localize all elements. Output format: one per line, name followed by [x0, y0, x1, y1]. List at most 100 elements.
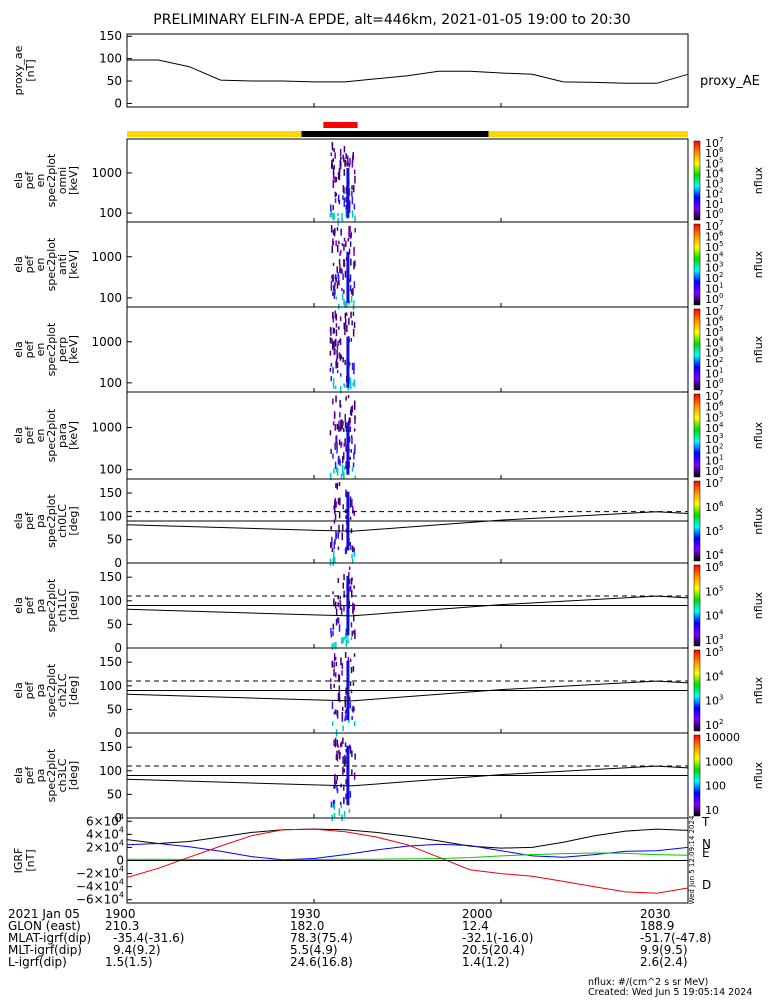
spectrogram-pixel [334, 737, 337, 746]
colorbar-tick-base: 10 [705, 378, 719, 391]
y-tick-label: 0 [114, 811, 122, 825]
spectrogram-pixel [353, 653, 356, 657]
spectrogram-speckles [330, 566, 356, 650]
colorbar-tick-base: 10 [705, 433, 719, 446]
colorbar-strip [693, 140, 701, 221]
spectrogram-pixel [349, 409, 352, 415]
spectrogram-pixel [343, 605, 345, 612]
colorbar-tick-base: 10 [705, 230, 719, 243]
spectrogram-pixel [342, 582, 344, 589]
spectrogram-pixel [353, 169, 356, 175]
colorbar-tick-base: 10 [705, 610, 719, 623]
colorbar-tick-exponent: 5 [719, 156, 723, 164]
spectrogram-pixel [339, 264, 341, 272]
spectrogram-pixel [332, 630, 334, 636]
spectrogram-pixel [331, 721, 334, 726]
colorbar-tick-base: 10 [705, 465, 719, 478]
colorbar-tick-exponent: 2 [719, 356, 723, 364]
colorbar-tick-exponent: 0 [719, 464, 723, 472]
spectrogram-pixel [336, 617, 339, 623]
spectrogram-pixel [335, 780, 338, 785]
spectrogram-pixel [334, 774, 336, 781]
y-tick-label: 0 [114, 641, 122, 655]
footer-row-label: MLT-igrf(dip) [8, 943, 82, 957]
colorbar-tick-exponent: 4 [719, 421, 724, 429]
spectrogram-pixel [344, 413, 346, 422]
spectrogram-pixel [346, 634, 348, 639]
spectrogram-pixel [349, 542, 351, 546]
y-axis-label: pef [23, 171, 36, 190]
colorbar-tick-exponent: 5 [719, 645, 723, 653]
spectrogram-pixel [336, 266, 338, 273]
spectrogram-pixel [330, 542, 332, 549]
y-axis-label: spec2plot [45, 322, 58, 376]
y-tick-label: 100 [99, 206, 122, 220]
y-tick-label: 1000 [91, 166, 122, 180]
colorbar-tick-label: 10000 [705, 731, 740, 744]
footer-value: 188.9 [640, 919, 675, 933]
spectrogram-pixel [341, 741, 343, 747]
spectrogram-pixel [343, 574, 345, 581]
spectrogram-pixel [342, 706, 344, 711]
colorbar-tick-exponent: 2 [719, 187, 723, 195]
spectrogram-pixel [343, 443, 345, 447]
spectrogram-pixel [344, 270, 347, 278]
spectrogram-pixel [350, 689, 353, 694]
spectrogram-pixel [349, 496, 352, 502]
colorbar-tick-base: 10 [705, 147, 719, 160]
spectrogram-pixel [339, 801, 342, 805]
spectrogram-pixel [333, 284, 336, 289]
spectrogram-pixel [329, 337, 332, 344]
colorbar-tick-label: 102 [705, 443, 723, 457]
colorbar-tick-base: 10 [705, 368, 719, 381]
spectrogram-pixel [353, 428, 356, 432]
spectrogram-pixel [354, 260, 356, 267]
spectrogram-pixel [345, 196, 347, 203]
spectrogram-pixel [333, 739, 335, 747]
spectrogram-pixel [342, 273, 344, 280]
y-tick-label: 0 [114, 556, 122, 570]
y-axis-label: [keV] [67, 335, 80, 364]
spectrogram-core [346, 251, 350, 303]
colorbar-tick-exponent: 3 [719, 346, 723, 354]
series-line-D [126, 828, 689, 894]
spectrogram-pixel [334, 513, 337, 520]
spectrogram-pixel [352, 462, 355, 468]
spectrogram-pixel [340, 373, 342, 377]
spectrogram-pixel [353, 603, 355, 610]
footer-value: 182.0 [290, 919, 325, 933]
colorbar-tick-label: 107 [705, 304, 723, 318]
spectrogram-pixel [352, 558, 354, 564]
colorbar-tick-base: 10 [705, 454, 719, 467]
spectrogram-pixel [345, 779, 347, 785]
y-axis-label: en [34, 174, 47, 188]
colorbar-tick-base: 10000 [705, 731, 740, 744]
spectrogram-pixel [348, 808, 351, 813]
colorbar-tick-label: 104 [705, 166, 724, 180]
colorbar-tick-base: 10 [705, 220, 719, 233]
colorbar-tick-label: 105 [705, 240, 723, 254]
spectrogram-pixel [344, 509, 347, 514]
spectrogram-pixel [336, 227, 339, 231]
spectrogram-pixel [348, 205, 351, 213]
colorbar-tick-base: 10 [705, 188, 719, 201]
spectrogram-pixel [339, 166, 342, 170]
colorbar-tick-base: 10 [705, 646, 719, 659]
spectrogram-pixel [350, 545, 352, 551]
spectrogram-core [346, 422, 350, 475]
spectrogram-pixel [334, 442, 336, 451]
colorbar-tick-exponent: 3 [719, 694, 723, 702]
y-axis-label: pef [23, 681, 36, 700]
y-tick-label: 1000 [91, 335, 122, 349]
spectrogram-pixel [337, 424, 340, 431]
spectrogram-speckles [330, 225, 356, 310]
spectrogram-pixel [336, 468, 339, 476]
colorbar-tick-label: 107 [705, 389, 723, 403]
spectrogram-pixel [337, 498, 340, 505]
footer-value: 12.4 [462, 919, 489, 933]
spectrogram-pixel [350, 449, 352, 453]
y-axis-label: spec2plot [45, 153, 58, 207]
spectrogram-pixel [351, 554, 353, 559]
